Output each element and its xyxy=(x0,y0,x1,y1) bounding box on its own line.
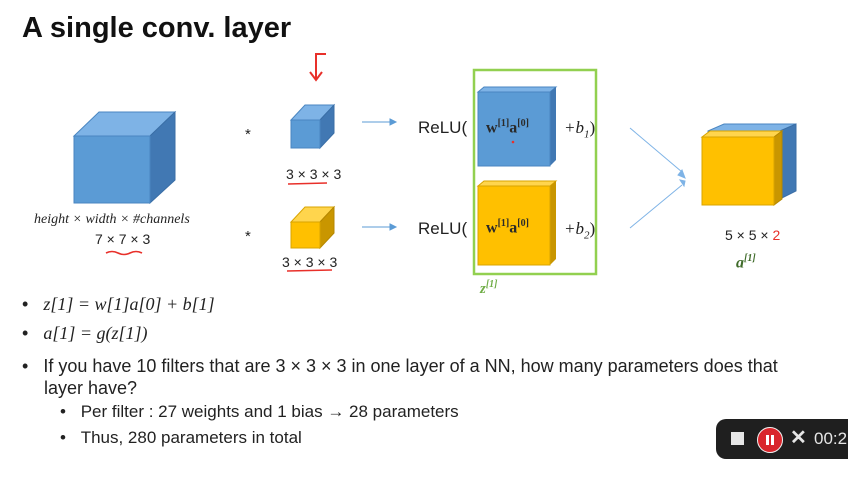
z-label: z[1] xyxy=(480,279,498,298)
activation-1 xyxy=(476,86,558,167)
bias-1-subscript: 1 xyxy=(583,128,590,141)
w-symbol: w xyxy=(486,219,498,237)
recording-controls: ✕ 00:2 xyxy=(716,419,848,459)
w-superscript: [1] xyxy=(497,118,510,129)
bullet-2: • a[1] = g(z[1]) xyxy=(22,323,148,344)
relu-1: ReLU( xyxy=(418,118,468,137)
underline-input xyxy=(105,250,143,256)
bullet-1-text: z[1] = w[1]a[0] + b[1] xyxy=(43,294,215,314)
z-box xyxy=(472,68,598,276)
annotation-arrow-icon xyxy=(309,53,326,82)
output-a-label: a[1] xyxy=(736,253,756,272)
activation-2 xyxy=(476,180,558,266)
page-title: A single conv. layer xyxy=(22,12,292,44)
input-volume xyxy=(72,110,177,205)
bias-1: +b1) xyxy=(564,118,595,140)
close-icon[interactable]: ✕ xyxy=(790,427,807,449)
output-volume xyxy=(700,123,797,206)
output-a-superscript: [1] xyxy=(744,253,756,264)
bullet-3-line2: layer have? xyxy=(44,378,138,398)
filter2-label: 3 × 3 × 3 xyxy=(282,254,338,270)
relu-2: ReLU( xyxy=(418,219,468,238)
output-label-main: 5 × 5 × xyxy=(725,227,773,243)
sub-bullet-2-text: Thus, 280 parameters in total xyxy=(80,428,302,447)
a-superscript: [0] xyxy=(517,218,529,229)
bias-2-symbol: +b xyxy=(564,219,584,238)
a-symbol: a xyxy=(509,119,518,137)
z-superscript: [1] xyxy=(485,279,498,290)
underline-filter1 xyxy=(287,182,328,185)
filter1-label: 3 × 3 × 3 xyxy=(286,166,342,182)
underline-filter2 xyxy=(286,269,333,272)
w-a-term-2: w[1]a[0] xyxy=(486,218,529,237)
input-label-dims: height × width × #channels xyxy=(34,212,190,227)
close-paren-2: ) xyxy=(589,219,596,238)
bias-1-symbol: +b xyxy=(564,118,584,137)
stop-icon[interactable] xyxy=(731,432,744,445)
mult-symbol-2: * xyxy=(245,228,251,245)
bullet-3: • If you have 10 filters that are 3 × 3 … xyxy=(22,356,778,377)
bullet-1: • z[1] = w[1]a[0] + b[1] xyxy=(22,294,215,315)
pause-icon[interactable] xyxy=(757,427,783,453)
output-a-symbol: a xyxy=(736,254,744,272)
sub-bullet-1-text: Per filter : 27 weights and 1 bias → 28 … xyxy=(80,402,459,421)
mult-symbol-1: * xyxy=(245,126,251,143)
bullet-dot: • xyxy=(22,294,29,314)
output-label: 5 × 5 × 2 xyxy=(725,227,780,243)
bullet-dot: • xyxy=(60,402,66,421)
converge-arrow-icon xyxy=(629,127,686,229)
w-superscript: [1] xyxy=(497,218,510,229)
bullet-3-text-line1: If you have 10 filters that are 3 × 3 × … xyxy=(43,356,778,376)
bias-2-subscript: 2 xyxy=(583,229,590,242)
filter-1 xyxy=(289,103,336,150)
bullet-dot: • xyxy=(22,356,29,376)
sub-bullet-1: • Per filter : 27 weights and 1 bias → 2… xyxy=(60,402,459,422)
bullet-dot: • xyxy=(60,428,66,447)
bias-2: +b2) xyxy=(564,219,595,241)
close-paren-1: ) xyxy=(589,118,596,137)
z-symbol: z xyxy=(480,281,486,297)
arrow-right-icon xyxy=(362,118,398,231)
bullet-dot: • xyxy=(22,323,29,343)
sub-bullet-2: • Thus, 280 parameters in total xyxy=(60,428,302,448)
w-a-term-1: w[1]a[0] xyxy=(486,118,529,137)
input-label-size: 7 × 7 × 3 xyxy=(95,231,151,247)
filter-2 xyxy=(289,205,336,250)
output-label-channels: 2 xyxy=(772,227,781,243)
timer: 00:2 xyxy=(814,429,848,448)
w-symbol: w xyxy=(486,119,498,137)
a-superscript: [0] xyxy=(517,118,529,129)
bullet-2-text: a[1] = g(z[1]) xyxy=(43,323,148,343)
a-symbol: a xyxy=(509,219,518,237)
